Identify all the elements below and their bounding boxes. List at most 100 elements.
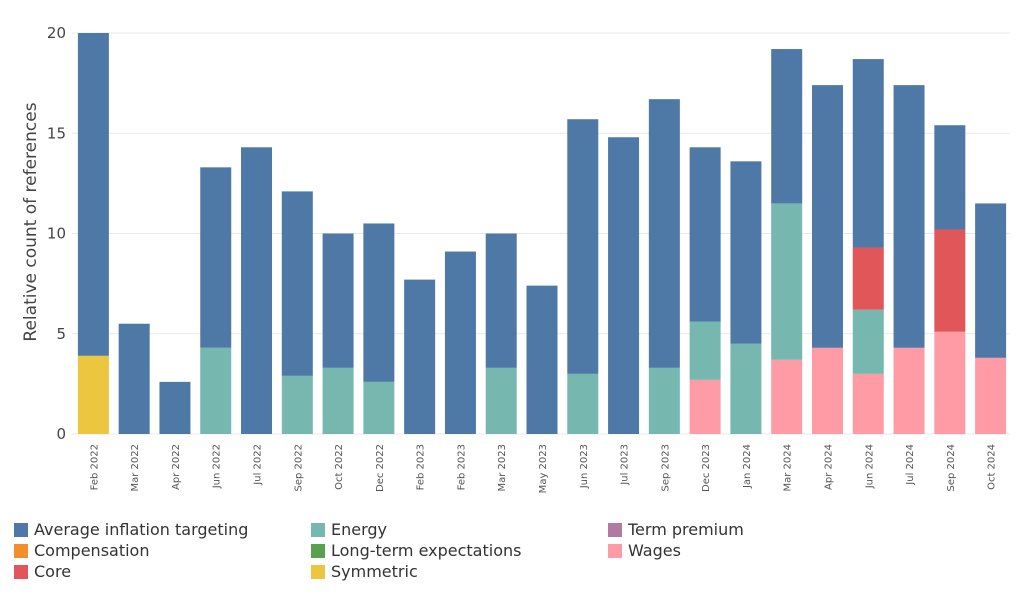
legend-label: Energy <box>331 520 388 539</box>
bar-segment-energy <box>322 367 354 434</box>
bar-segment-average-inflation-targeting <box>526 285 558 434</box>
y-axis-ticks: 0 5 10 15 20 <box>47 24 66 443</box>
legend-swatch <box>608 522 622 537</box>
bar-segment-average-inflation-targeting <box>648 99 680 368</box>
bar-segment-energy <box>485 367 517 434</box>
x-tick-label: Apr 2022 <box>171 444 182 490</box>
y-tick-label: 20 <box>47 24 66 42</box>
legend-item: Term premium <box>608 520 744 539</box>
bar-segment-energy <box>200 347 232 434</box>
bar-segment-wages <box>893 347 925 434</box>
legend-item: Core <box>14 562 71 581</box>
legend-label: Wages <box>628 541 681 560</box>
x-tick-label: Jul 2022 <box>253 444 264 486</box>
x-tick-label: May 2023 <box>538 444 549 493</box>
bar-segment-average-inflation-targeting <box>404 279 436 434</box>
bar-segment-average-inflation-targeting <box>934 125 966 230</box>
y-axis-title: Relative count of references <box>21 102 41 341</box>
legend-swatch <box>311 564 325 579</box>
bar-segment-average-inflation-targeting <box>811 85 843 348</box>
legend-label: Core <box>34 562 72 581</box>
bar-segment-wages <box>975 357 1007 434</box>
bar-segment-wages <box>689 379 721 434</box>
bar-segment-energy <box>730 343 762 434</box>
legend-item: Average inflation targeting <box>14 520 248 539</box>
legend-swatch <box>14 522 28 537</box>
bar-segment-average-inflation-targeting <box>159 381 191 434</box>
bar-segment-energy <box>771 203 803 360</box>
legend-label: Average inflation targeting <box>34 520 249 539</box>
bar-segment-energy <box>363 381 395 434</box>
x-tick-label: Dec 2022 <box>375 444 386 492</box>
bar-segment-average-inflation-targeting <box>689 147 721 322</box>
legend-swatch <box>14 564 28 579</box>
legend-label: Symmetric <box>331 562 418 581</box>
bar-segment-average-inflation-targeting <box>771 49 803 204</box>
x-axis-ticks: Feb 2022 Mar 2022 Apr 2022 Jun 2022 Jul 2022… <box>89 444 997 493</box>
legend-swatch <box>14 543 28 558</box>
legend-label: Term premium <box>628 520 744 539</box>
x-tick-label: Sep 2022 <box>293 444 304 491</box>
bar-segment-wages <box>771 359 803 434</box>
y-tick-label: 0 <box>56 425 66 443</box>
y-tick-label: 5 <box>56 325 66 343</box>
x-tick-label: Jul 2024 <box>905 444 916 486</box>
bar-segment-energy <box>281 375 313 434</box>
bar-segment-average-inflation-targeting <box>975 203 1007 358</box>
legend-swatch <box>608 543 622 558</box>
x-tick-label: Jun 2022 <box>212 444 223 489</box>
x-tick-label: Jun 2024 <box>864 444 875 489</box>
bar-segment-average-inflation-targeting <box>485 233 517 368</box>
bar-segment-average-inflation-targeting <box>893 85 925 348</box>
bar-segment-average-inflation-targeting <box>730 161 762 344</box>
x-tick-label: Apr 2024 <box>823 444 834 490</box>
bar-segment-average-inflation-targeting <box>852 59 884 248</box>
bar-segment-average-inflation-targeting <box>118 323 150 434</box>
bar-segment-energy <box>689 321 721 380</box>
bar-segment-wages <box>852 373 884 434</box>
legend-item: Long-term expectations <box>311 541 521 560</box>
x-tick-label: Jan 2024 <box>742 444 753 489</box>
x-tick-label: Feb 2022 <box>89 444 100 490</box>
x-tick-label: Sep 2024 <box>946 444 957 491</box>
x-tick-label: Feb 2023 <box>416 444 427 490</box>
legend-swatch <box>311 543 325 558</box>
legend-label: Compensation <box>34 541 150 560</box>
x-tick-label: Oct 2022 <box>334 444 345 490</box>
legend-item: Energy <box>311 520 387 539</box>
x-tick-label: Jul 2023 <box>620 444 631 486</box>
bar-segment-average-inflation-targeting <box>363 223 395 382</box>
bars <box>77 33 1007 434</box>
legend-swatch <box>311 522 325 537</box>
legend-label: Long-term expectations <box>331 541 522 560</box>
bar-segment-core <box>852 247 884 310</box>
bar-segment-wages <box>934 331 966 434</box>
bar-segment-energy <box>648 367 680 434</box>
bar-segment-average-inflation-targeting <box>241 147 273 434</box>
legend-item: Wages <box>608 541 681 560</box>
bar-segment-symmetric <box>77 355 109 434</box>
x-tick-label: Mar 2024 <box>783 444 794 492</box>
bar-segment-core <box>934 229 966 332</box>
y-tick-label: 15 <box>47 124 66 142</box>
x-tick-label: Oct 2024 <box>987 444 998 490</box>
x-tick-label: Dec 2023 <box>701 444 712 492</box>
bar-segment-average-inflation-targeting <box>322 233 354 368</box>
x-tick-label: Jun 2023 <box>579 444 590 489</box>
bar-segment-average-inflation-targeting <box>608 137 640 434</box>
legend: Average inflation targeting Compensation C… <box>14 520 1014 590</box>
bar-segment-average-inflation-targeting <box>77 33 109 356</box>
legend-item: Compensation <box>14 541 149 560</box>
x-tick-label: Sep 2023 <box>660 444 671 491</box>
x-tick-label: Mar 2023 <box>497 444 508 492</box>
bar-segment-energy <box>567 373 599 434</box>
x-tick-label: Mar 2022 <box>130 444 141 492</box>
bar-segment-average-inflation-targeting <box>444 251 476 434</box>
bar-segment-wages <box>811 347 843 434</box>
bar-segment-average-inflation-targeting <box>281 191 313 376</box>
legend-item: Symmetric <box>311 562 418 581</box>
bar-segment-energy <box>852 309 884 374</box>
bar-segment-average-inflation-targeting <box>567 119 599 374</box>
y-tick-label: 10 <box>47 225 66 243</box>
